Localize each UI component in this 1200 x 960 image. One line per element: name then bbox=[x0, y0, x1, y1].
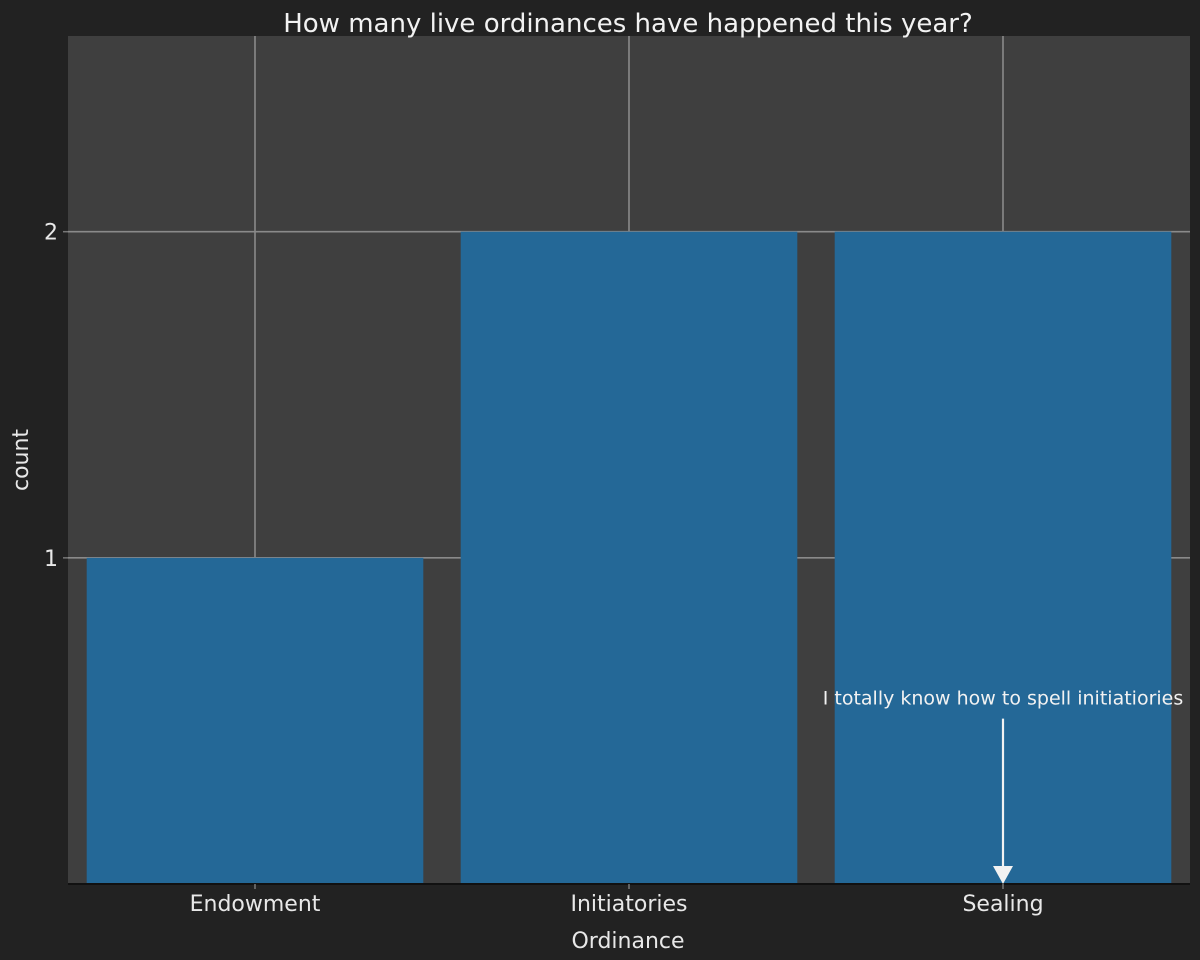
x-tick-label: Endowment bbox=[190, 892, 321, 917]
axes: Endowment Initiatories Sealing 1 2 bbox=[44, 221, 1190, 917]
x-tick-label: Sealing bbox=[962, 892, 1043, 917]
chart-title: How many live ordinances have happened t… bbox=[283, 9, 973, 39]
annotation: I totally know how to spell initiatiorie… bbox=[823, 688, 1184, 884]
y-tick-label: 1 bbox=[44, 547, 58, 572]
x-tick-label: Initiatories bbox=[570, 892, 687, 917]
annotation-text: I totally know how to spell initiatiorie… bbox=[823, 688, 1184, 710]
bar-endowment bbox=[86, 557, 424, 884]
bar-initiatories bbox=[460, 231, 798, 884]
y-axis-label: count bbox=[9, 429, 34, 491]
x-axis-label: Ordinance bbox=[571, 929, 684, 954]
annotation-arrow-head bbox=[993, 866, 1013, 884]
bars bbox=[86, 231, 1172, 884]
y-tick-label: 2 bbox=[44, 221, 58, 246]
